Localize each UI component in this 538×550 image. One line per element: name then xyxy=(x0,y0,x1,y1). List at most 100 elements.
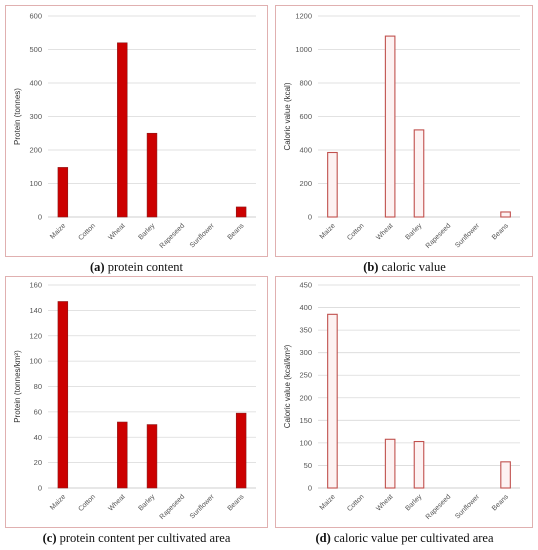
caption-a: (a) protein content xyxy=(5,260,268,275)
x-tick-label: Maize xyxy=(49,222,67,240)
y-tick-label: 300 xyxy=(299,348,312,357)
y-tick-label: 450 xyxy=(299,281,312,290)
caption-b-text: caloric value xyxy=(378,260,446,274)
chart-panel-b: 0 200 400 600 800 1000 1200 Caloric value (kcal… xyxy=(275,5,533,257)
x-tick-label: Sunflower xyxy=(454,222,481,249)
chart-panel-d: 0 50 100 150 200 250 300 350 400 450 Caloric value… xyxy=(275,276,533,528)
y-tick-label: 600 xyxy=(299,112,312,121)
chart-d-svg: 0 50 100 150 200 250 300 350 400 450 Caloric value… xyxy=(283,281,520,521)
x-tick-label: Cotton xyxy=(346,222,366,242)
caption-a-text: protein content xyxy=(104,260,184,274)
bar xyxy=(413,129,425,218)
bar xyxy=(146,132,158,218)
bar xyxy=(235,206,247,218)
y-tick-label: 1000 xyxy=(295,45,312,54)
y-tick-label: 250 xyxy=(299,371,312,380)
y-tick-label: 140 xyxy=(29,306,42,315)
y-tick-label: 800 xyxy=(299,79,312,88)
x-tick-label: Beans xyxy=(491,493,510,512)
chart-c-svg: 0 20 40 60 80 100 120 140 160 Protein (tonnes/km²… xyxy=(13,281,256,521)
y-tick-label: 0 xyxy=(38,213,42,222)
y-tick-label: 400 xyxy=(29,79,42,88)
x-tick-label: Rapeseed xyxy=(159,493,187,521)
bar xyxy=(327,313,338,489)
y-tick-label: 200 xyxy=(299,179,312,188)
x-tick-label: Barley xyxy=(404,493,423,512)
x-tick-label: Rapeseed xyxy=(159,222,187,250)
bar xyxy=(117,421,128,489)
chart-a-svg: 0 100 200 300 400 500 600 Protein (tonnes) Maize… xyxy=(13,12,256,250)
chart-b-svg: 0 200 400 600 800 1000 1200 Caloric value (kcal… xyxy=(283,12,520,250)
x-tick-label: Sunflower xyxy=(189,222,216,249)
y-tick-label: 300 xyxy=(29,112,42,121)
bar xyxy=(384,438,396,489)
caption-b: (b) caloric value xyxy=(273,260,536,275)
x-tick-label: Rapeseed xyxy=(425,222,453,250)
y-axis-label: Protein (tonnes) xyxy=(13,88,22,145)
y-tick-label: 350 xyxy=(299,326,312,335)
y-tick-label: 20 xyxy=(34,458,42,467)
caption-c: (c) protein content per cultivated area xyxy=(5,531,268,546)
bar xyxy=(327,151,338,218)
y-tick-label: 200 xyxy=(299,393,312,402)
x-tick-label: Barley xyxy=(404,222,423,241)
y-tick-label: 600 xyxy=(29,12,42,21)
x-tick-label: Barley xyxy=(137,222,156,241)
y-axis-label: Protein (tonnes/km²) xyxy=(13,350,22,423)
y-axis-label: Caloric value (kcal) xyxy=(283,82,292,150)
bar xyxy=(235,412,247,489)
x-tick-label: Maize xyxy=(319,493,337,511)
y-tick-label: 100 xyxy=(299,438,312,447)
caption-c-letter: (c) xyxy=(42,531,57,545)
y-tick-label: 100 xyxy=(29,357,42,366)
x-tick-label: Wheat xyxy=(375,222,394,241)
x-tick-label: Wheat xyxy=(375,493,394,512)
y-tick-label: 500 xyxy=(29,45,42,54)
caption-c-text: protein content per cultivated area xyxy=(56,531,231,545)
x-tick-label: Beans xyxy=(227,493,246,512)
bar xyxy=(413,440,425,489)
bar xyxy=(500,211,511,218)
x-tick-label: Sunflower xyxy=(454,493,481,520)
x-tick-label: Wheat xyxy=(107,222,126,241)
bar xyxy=(117,42,128,218)
caption-a-letter: (a) xyxy=(89,260,105,274)
x-tick-label: Wheat xyxy=(107,493,126,512)
x-tick-label: Maize xyxy=(319,222,337,240)
caption-d-letter: (d) xyxy=(315,531,331,545)
y-tick-label: 100 xyxy=(29,179,42,188)
y-tick-label: 160 xyxy=(29,281,42,290)
y-axis-label: Caloric value (kcal/km²) xyxy=(283,344,292,428)
y-tick-label: 400 xyxy=(299,146,312,155)
chart-panel-c: 0 20 40 60 80 100 120 140 160 Protein (tonnes/km²… xyxy=(5,276,268,528)
x-tick-label: Sunflower xyxy=(189,493,216,520)
y-tick-label: 0 xyxy=(308,484,312,493)
x-tick-label: Cotton xyxy=(77,493,97,513)
x-tick-label: Maize xyxy=(49,493,67,511)
bar xyxy=(384,35,396,218)
x-tick-label: Rapeseed xyxy=(425,493,453,521)
bar xyxy=(500,461,511,489)
y-tick-label: 1200 xyxy=(295,12,312,21)
y-tick-label: 150 xyxy=(299,416,312,425)
y-tick-label: 40 xyxy=(34,433,42,442)
x-tick-label: Beans xyxy=(227,222,246,241)
y-tick-label: 120 xyxy=(29,331,42,340)
caption-b-letter: (b) xyxy=(363,260,379,274)
y-tick-label: 50 xyxy=(304,461,312,470)
x-tick-label: Beans xyxy=(491,222,510,241)
bar xyxy=(57,301,69,489)
y-tick-label: 0 xyxy=(38,484,42,493)
x-tick-label: Cotton xyxy=(77,222,97,242)
bar xyxy=(146,424,158,489)
caption-d: (d) caloric value per cultivated area xyxy=(273,531,536,546)
x-tick-label: Barley xyxy=(137,493,156,512)
y-tick-label: 400 xyxy=(299,303,312,312)
y-tick-label: 80 xyxy=(34,382,42,391)
chart-panel-a: 0 100 200 300 400 500 600 Protein (tonnes) Maize… xyxy=(5,5,268,257)
y-tick-label: 0 xyxy=(308,213,312,222)
y-tick-label: 60 xyxy=(34,407,42,416)
x-tick-label: Cotton xyxy=(346,493,366,513)
y-tick-label: 200 xyxy=(29,146,42,155)
bar xyxy=(57,167,69,218)
